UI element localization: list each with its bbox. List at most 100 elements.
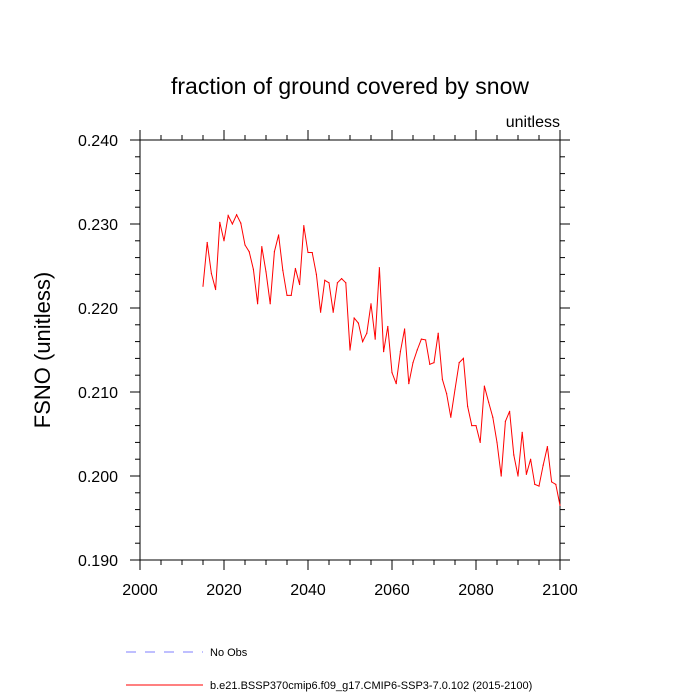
data-point xyxy=(210,272,212,275)
data-point xyxy=(513,454,515,456)
data-point xyxy=(236,214,238,216)
data-point xyxy=(294,267,296,270)
data-point xyxy=(219,221,221,223)
y-tick-label: 0.230 xyxy=(78,217,118,234)
data-point xyxy=(252,268,254,270)
data-point xyxy=(500,475,502,477)
data-point xyxy=(525,473,528,475)
data-point xyxy=(282,269,284,271)
data-point xyxy=(311,251,313,254)
x-tick-label: 2100 xyxy=(542,582,578,599)
data-point xyxy=(399,351,401,353)
data-point xyxy=(299,283,301,286)
data-point xyxy=(496,441,498,443)
data-point xyxy=(286,294,288,296)
y-axis-label: FSNO (unitless) xyxy=(30,272,55,428)
data-point xyxy=(269,303,271,305)
data-point xyxy=(492,416,494,418)
data-point xyxy=(336,282,338,284)
data-point xyxy=(555,483,557,485)
data-point xyxy=(483,385,485,387)
data-point xyxy=(257,303,259,305)
data-point xyxy=(215,288,217,291)
data-point xyxy=(509,410,511,412)
data-point xyxy=(521,431,523,433)
data-point xyxy=(420,338,422,340)
y-tick-label: 0.220 xyxy=(78,301,118,318)
data-point xyxy=(467,405,469,407)
series-layer xyxy=(202,213,561,506)
data-point xyxy=(374,338,376,340)
data-point xyxy=(433,362,435,364)
data-point xyxy=(551,481,553,483)
data-point xyxy=(454,388,456,391)
axis-ticks: 2000 2020 2040 2060 2080 2100 0.190 0.200 0.210 0… xyxy=(78,130,578,599)
data-point xyxy=(353,317,355,319)
data-point xyxy=(546,446,549,448)
data-point xyxy=(530,458,532,460)
data-point xyxy=(471,425,473,427)
x-tick-label: 2000 xyxy=(122,582,158,599)
data-point xyxy=(404,328,406,330)
data-point xyxy=(441,378,443,380)
data-point xyxy=(231,223,233,225)
x-tick-label: 2060 xyxy=(374,582,410,599)
data-point xyxy=(437,332,439,334)
data-point xyxy=(504,420,506,422)
data-point xyxy=(362,341,364,343)
data-point xyxy=(307,251,309,254)
data-point xyxy=(349,349,351,351)
data-point xyxy=(315,273,317,275)
data-point xyxy=(395,383,397,385)
y-tick-label: 0.210 xyxy=(78,385,118,402)
data-point xyxy=(383,351,385,353)
data-point xyxy=(273,251,275,253)
legend-label-model: b.e21.BSSP370cmip6.f09_g17.CMIP6-SSP3-7.… xyxy=(210,680,532,692)
data-point xyxy=(462,357,464,359)
data-point xyxy=(446,393,448,395)
data-point xyxy=(412,362,414,364)
data-point xyxy=(458,362,460,364)
data-point xyxy=(244,244,246,246)
data-point xyxy=(341,278,343,280)
data-point xyxy=(387,325,389,328)
data-point xyxy=(332,311,334,313)
data-point xyxy=(450,416,452,418)
data-point xyxy=(223,240,225,242)
data-point xyxy=(278,234,280,236)
data-point xyxy=(240,222,242,224)
x-tick-label: 2020 xyxy=(206,582,242,599)
data-point xyxy=(475,425,477,427)
x-tick-label: 2080 xyxy=(458,582,494,599)
data-point xyxy=(290,294,292,296)
data-point xyxy=(202,285,204,287)
data-point xyxy=(416,349,418,351)
data-point xyxy=(320,311,322,313)
data-point xyxy=(542,464,544,466)
units-label: unitless xyxy=(506,114,560,131)
data-point xyxy=(391,372,393,374)
data-point xyxy=(357,322,359,324)
data-point xyxy=(370,303,372,305)
y-tick-label: 0.240 xyxy=(78,133,118,150)
data-point xyxy=(324,279,326,281)
chart-title: fraction of ground covered by snow xyxy=(171,73,529,99)
y-tick-label: 0.190 xyxy=(78,553,118,570)
data-point xyxy=(538,485,540,487)
data-point xyxy=(534,483,536,485)
series-line xyxy=(202,213,561,506)
data-point xyxy=(429,363,431,365)
data-point xyxy=(248,251,250,253)
data-point xyxy=(206,241,208,244)
data-point xyxy=(479,441,481,443)
data-point xyxy=(425,339,427,341)
data-point xyxy=(261,246,263,248)
data-point xyxy=(378,267,380,269)
legend: No Obs b.e21.BSSP370cmip6.f09_g17.CMIP6-… xyxy=(126,647,532,692)
y-tick-label: 0.200 xyxy=(78,469,118,486)
data-point xyxy=(265,271,267,273)
data-point xyxy=(517,475,519,477)
data-point xyxy=(345,282,347,284)
data-point xyxy=(303,225,305,227)
